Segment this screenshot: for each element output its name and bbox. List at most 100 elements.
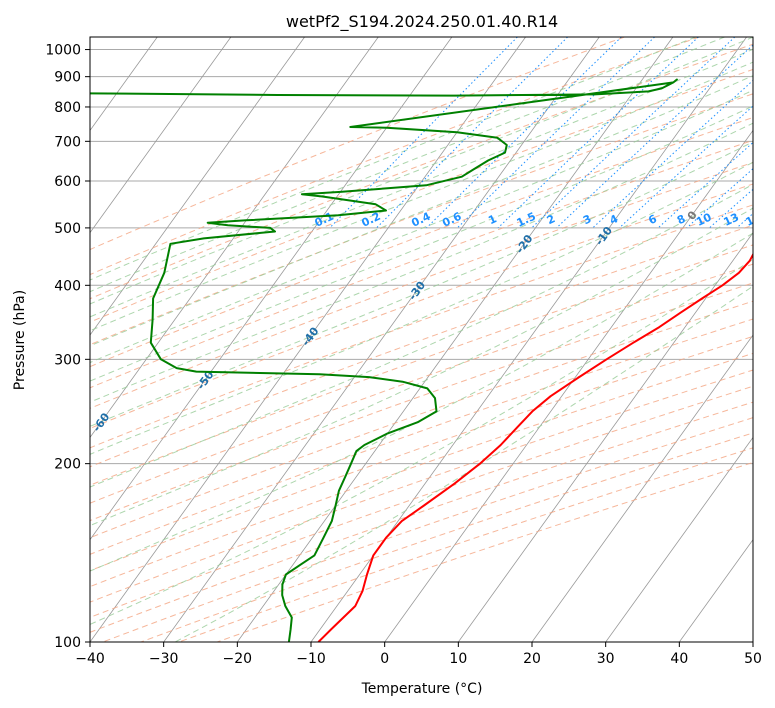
isotherm-line [0,37,10,642]
dry-adiabat-line [140,432,753,642]
y-tick-label: 900 [54,70,81,86]
isotherm-label: -20 [513,232,535,256]
chart-title: wetPf2_S194.2024.250.01.40.R14 [286,12,558,32]
mixing-ratio-line [456,37,655,229]
moist-adiabat-line [90,37,696,281]
isotherm-line [90,37,526,642]
mixing-ratio-label: 1.5 [515,210,538,230]
x-tick-label: −40 [75,651,105,667]
isotherm-line [236,37,674,642]
isotherm-label: -60 [90,410,112,434]
dry-adiabat-line [90,318,753,555]
x-tick-label: 10 [449,651,467,667]
dry-adiabat-line [90,282,753,522]
isotherm-line [90,37,453,541]
mixing-ratio-line [657,141,753,229]
moist-adiabat-line [90,48,753,318]
y-tick-label: 500 [54,221,81,237]
x-tick-label: 30 [597,651,615,667]
isotherm-line [457,232,753,642]
dry-adiabat-line [90,385,753,618]
mixing-ratio-line [736,212,753,229]
mixing-ratio-line [686,168,753,229]
dry-adiabat-line [90,68,753,323]
mixing-ratio-line [592,79,753,229]
moist-adiabat-line [90,105,753,382]
x-tick-label: −30 [149,651,179,667]
moist-adiabat-line [90,183,753,488]
isotherm-line [752,641,753,642]
annotation-labels: 0.10.20.40.611.52346810131620253036-100-… [0,208,775,478]
x-tick-label: 40 [670,651,688,667]
dry-adiabat-line [90,93,753,346]
dry-adiabat-line [90,116,753,368]
mixing-ratio-line [376,37,568,229]
background-lines [0,37,775,642]
mixing-ratio-label: 0.4 [409,210,432,230]
dry-adiabat-line [90,37,625,251]
y-tick-label: 200 [54,457,81,473]
y-tick-label: 1000 [45,43,81,59]
profiles [90,78,753,642]
dry-adiabat-line [90,263,753,504]
moist-adiabat-line [90,161,753,455]
isotherm-label: -30 [406,279,428,303]
mixing-ratio-label: 0.1 [313,210,336,230]
y-tick-label: 100 [54,635,81,651]
plot-frame [89,36,754,643]
mixing-ratio-line [497,37,699,229]
mixing-ratio-label: 1 [486,212,498,227]
mixing-ratio-line [759,37,775,228]
mixing-ratio-label: 13 [722,211,741,229]
dry-adiabat-line [90,161,753,409]
mixing-ratio-label: 10 [694,210,714,228]
moist-adiabat-line [90,75,753,347]
y-axis-label: Pressure (hPa) [12,290,28,390]
x-tick-label: −20 [223,651,253,667]
isotherm-line [90,37,379,439]
isotherm-line [163,37,600,642]
x-tick-label: 50 [744,651,762,667]
isotherm-label: -70 [0,454,7,478]
dry-adiabat-line [90,37,700,276]
x-axis-label: Temperature (°C) [361,681,483,697]
mixing-ratio-line [531,37,736,229]
dewpoint-profile-line [90,78,678,642]
dry-adiabat-line [90,335,753,572]
y-tick-label: 700 [54,134,81,150]
mixing-ratio-label: 16 [744,210,764,228]
temperature-profile-line [317,252,753,642]
mixing-ratio-line [618,105,753,229]
mixing-ratio-label: 3 [581,212,593,227]
x-tick-label: 0 [380,651,389,667]
mixing-ratio-label: 2 [545,212,557,227]
isotherm-line [531,334,753,642]
isotherm-line [605,436,753,642]
moist-adiabat-line [90,207,753,527]
dry-adiabat-line [90,369,753,603]
moist-adiabat-line [90,232,753,572]
isotherm-label: -40 [299,325,321,349]
dry-adiabat-line [90,224,753,468]
isotherm-line [90,37,232,234]
mixing-ratio-line [329,37,518,229]
y-tick-label: 600 [54,174,81,190]
moist-adiabat-line [90,258,753,625]
dry-adiabat-line [90,401,753,633]
moist-adiabat-line [90,141,753,427]
mixing-ratio-label: 20 [768,210,775,228]
y-tick-label: 800 [54,100,81,116]
mixing-ratio-label: 6 [646,212,659,227]
y-tick-label: 300 [54,352,81,368]
x-tick-label: −10 [296,651,326,667]
isotherm-line [384,129,753,642]
x-axis: −40 −30 −20 −10 0 10 20 30 40 50 [75,642,762,667]
x-tick-label: 20 [523,651,541,667]
isotherm-line [90,37,305,336]
mixing-ratio-line [556,44,753,229]
moist-adiabat-line [174,285,753,642]
moist-adiabat-line [90,37,753,305]
y-tick-label: 400 [54,278,81,294]
mixing-ratio-line [426,37,622,229]
